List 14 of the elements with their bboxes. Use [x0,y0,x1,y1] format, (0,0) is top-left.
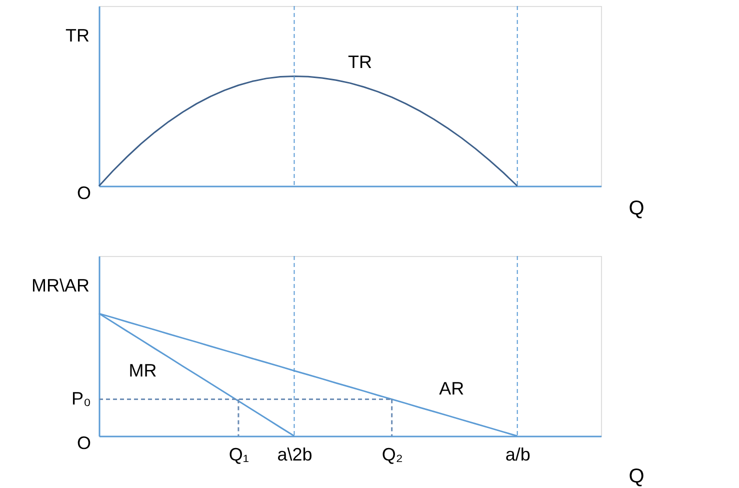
y-axis-title: TR [66,26,90,46]
series-label: MR [128,360,157,380]
y-axis-title: MR\AR [32,276,90,296]
x-axis-title: Q [628,198,644,220]
x-tick-label: Q₂ [382,444,403,464]
text: O [76,433,91,453]
series-label: TR [348,52,372,72]
x-tick-label: a/b [505,444,530,464]
text: P₀ [72,388,91,408]
text: O [76,183,91,203]
x-tick-label: a\2b [277,444,312,464]
series-label: AR [439,378,464,399]
x-axis-title: Q [628,466,644,488]
x-tick-label: Q₁ [228,444,249,464]
